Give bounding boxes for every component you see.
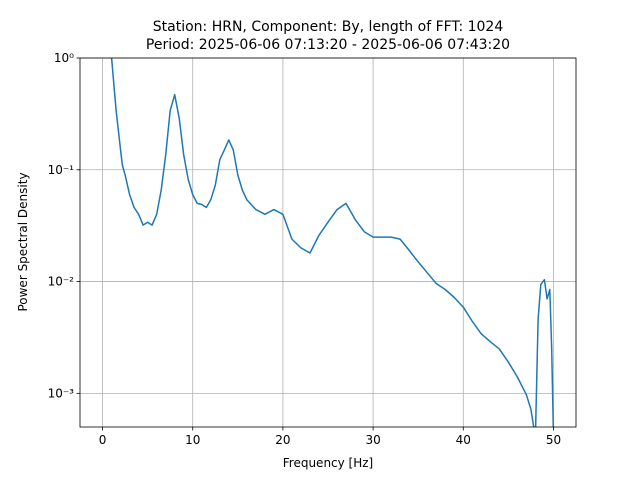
x-tick-label: 10 [185, 433, 200, 447]
x-tick-label: 20 [275, 433, 290, 447]
plot-frame [79, 57, 577, 428]
x-tick-label: 0 [99, 433, 107, 447]
y-tick-label: 10⁻³ [48, 386, 75, 400]
x-tick-label: 30 [365, 433, 380, 447]
y-tick-label: 10⁻² [48, 275, 75, 289]
y-tick-label: 10⁻¹ [48, 163, 75, 177]
x-tick-label: 40 [456, 433, 471, 447]
x-tick-label: 50 [546, 433, 561, 447]
chart-title: Station: HRN, Component: By, length of F… [153, 19, 504, 35]
x-axis-label: Frequency [Hz] [283, 456, 374, 470]
y-tick-label: 10⁰ [54, 51, 74, 65]
chart-subtitle: Period: 2025-06-06 07:13:20 - 2025-06-06… [146, 37, 510, 53]
data-line [110, 58, 555, 427]
y-axis-label: Power Spectral Density [16, 172, 30, 311]
